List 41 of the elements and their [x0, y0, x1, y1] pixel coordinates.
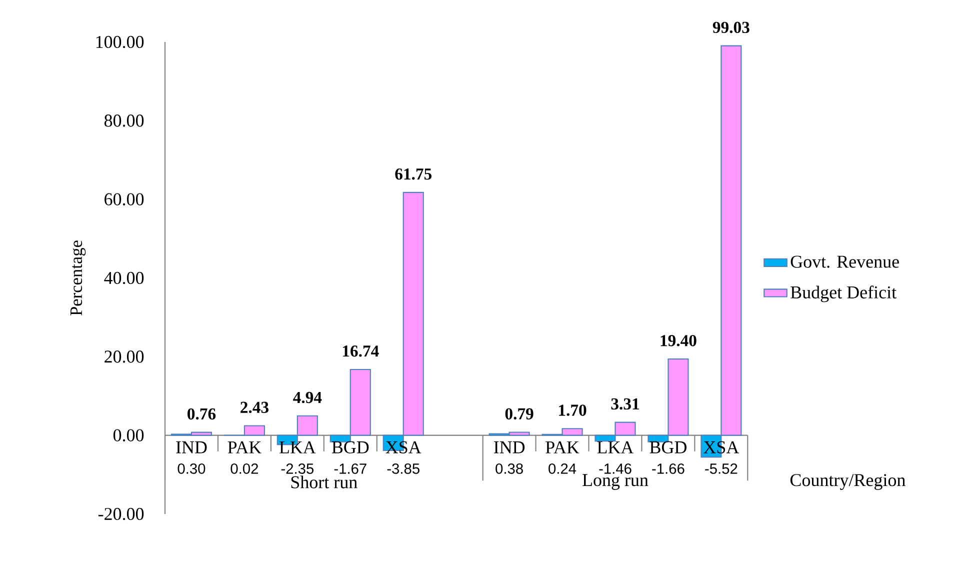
data-label: 0.30 [178, 463, 206, 474]
data-label: 16.74 [342, 346, 379, 357]
data-label: 61.75 [395, 168, 432, 180]
y-tick-label: 20.00 [104, 350, 144, 363]
x-axis-title: Country/Region [790, 474, 906, 490]
x-tick-label: PAK [546, 441, 580, 454]
data-label: -2.35 [281, 463, 314, 474]
y-tick-label: -20.00 [98, 508, 144, 520]
x-tick-label: PAK [228, 441, 262, 454]
data-label: 99.03 [712, 22, 750, 34]
x-tick-label: BGD [650, 441, 686, 454]
data-label: 3.31 [611, 398, 639, 410]
legend-label: Govt. Revenue [790, 256, 899, 268]
data-label: 0.38 [496, 463, 523, 474]
data-label: 19.40 [660, 334, 696, 346]
y-tick-label: 40.00 [104, 272, 144, 284]
data-label: 0.24 [548, 463, 576, 474]
y-tick-label: 0.00 [113, 429, 144, 442]
x-tick-label: LKA [597, 441, 634, 454]
data-label: 2.43 [240, 402, 268, 414]
x-tick-label: BGD [332, 441, 369, 454]
data-label: 1.70 [559, 404, 586, 416]
data-label: 0.76 [188, 408, 216, 420]
data-label: -5.52 [705, 463, 738, 474]
x-tick-label: IND [176, 441, 207, 454]
y-axis-title: Percentage [70, 240, 86, 316]
data-label: -1.46 [599, 463, 632, 474]
y-tick-label: 80.00 [104, 114, 144, 127]
data-label: -1.66 [652, 463, 684, 474]
data-label: 0.02 [230, 463, 258, 474]
y-tick-label: 60.00 [104, 193, 144, 206]
data-label: -3.85 [387, 463, 420, 474]
annotation: Long run [582, 474, 648, 490]
x-tick-label: IND [494, 441, 525, 454]
y-tick-label: 100.00 [96, 36, 144, 48]
data-label: 0.79 [505, 408, 534, 420]
x-tick-label: LKA [279, 441, 316, 454]
data-label: -1.67 [334, 463, 366, 474]
annotation: Short run [291, 476, 358, 488]
legend-label: Budget Deficit [790, 286, 896, 302]
data-label: 4.94 [293, 392, 322, 404]
